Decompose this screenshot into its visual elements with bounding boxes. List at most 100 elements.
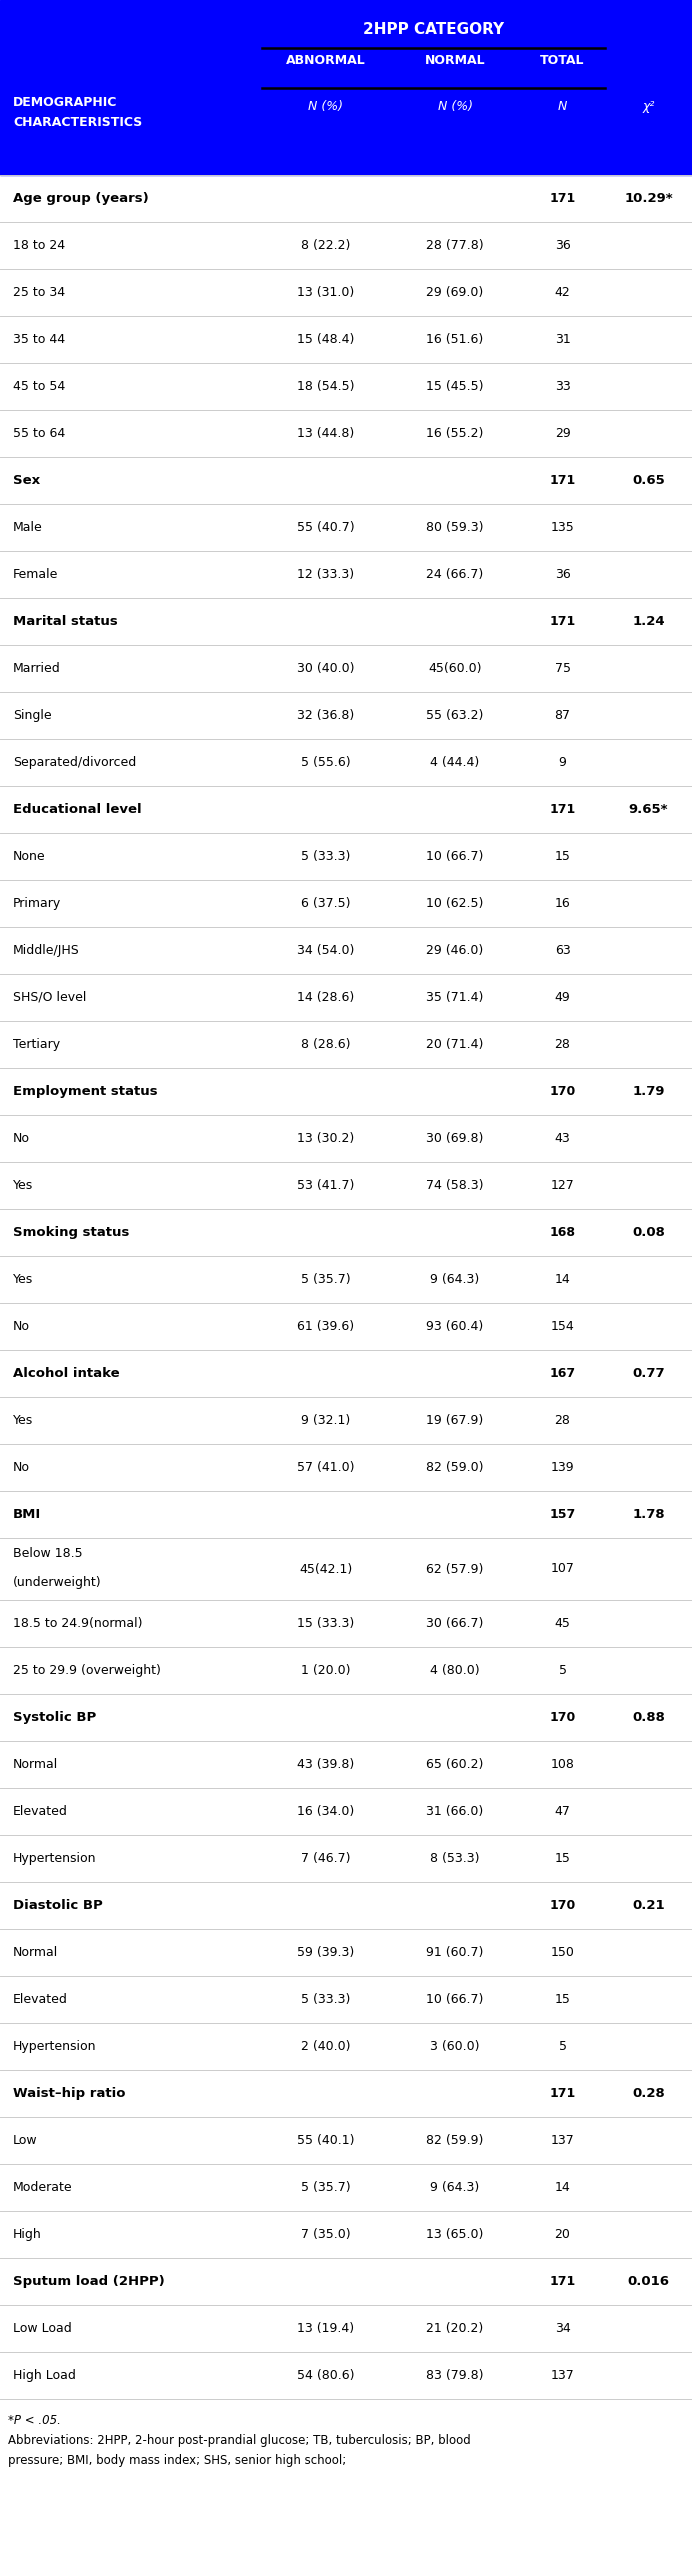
Bar [0, 268, 692, 316]
Text: Educational level: Educational level [13, 803, 142, 816]
Text: 157: 157 [549, 1507, 576, 1520]
Text: 13 (31.0): 13 (31.0) [298, 286, 354, 298]
Text: 18.5 to 24.9(normal): 18.5 to 24.9(normal) [13, 1617, 143, 1629]
Bar [0, 1303, 692, 1349]
Text: High: High [13, 2229, 42, 2241]
Text: 62 (57.9): 62 (57.9) [426, 1563, 484, 1576]
Text: 12 (33.3): 12 (33.3) [298, 569, 354, 581]
Text: 16: 16 [554, 898, 570, 910]
Text: 14: 14 [554, 1272, 570, 1285]
Bar [0, 456, 692, 505]
Text: DEMOGRAPHIC: DEMOGRAPHIC [13, 97, 118, 110]
Text: BMI: BMI [13, 1507, 42, 1520]
Text: 3 (60.0): 3 (60.0) [430, 2040, 480, 2053]
Text: 15: 15 [554, 1851, 570, 1864]
Bar [0, 1928, 692, 1976]
Text: 107: 107 [551, 1563, 574, 1576]
Text: 9 (64.3): 9 (64.3) [430, 2180, 480, 2193]
Bar [0, 2116, 692, 2165]
Text: 5 (33.3): 5 (33.3) [301, 1994, 351, 2007]
Text: CHARACTERISTICS: CHARACTERISTICS [13, 115, 143, 130]
Text: 34 (54.0): 34 (54.0) [298, 944, 355, 956]
Text: ABNORMAL: ABNORMAL [286, 54, 366, 66]
Text: 15 (48.4): 15 (48.4) [298, 334, 355, 347]
Text: *P < .05.: *P < .05. [8, 2415, 61, 2428]
Bar [0, 1114, 692, 1163]
Bar [0, 1742, 692, 1788]
Text: 0.08: 0.08 [632, 1227, 665, 1239]
Bar [0, 599, 692, 645]
Text: 0.88: 0.88 [632, 1711, 665, 1724]
Text: 57 (41.0): 57 (41.0) [298, 1461, 355, 1474]
Text: 43: 43 [554, 1132, 570, 1145]
Bar [0, 2022, 692, 2071]
Text: 82 (59.0): 82 (59.0) [426, 1461, 484, 1474]
Text: 4 (80.0): 4 (80.0) [430, 1665, 480, 1678]
Text: 91 (60.7): 91 (60.7) [426, 1946, 484, 1958]
Text: Moderate: Moderate [13, 2180, 73, 2193]
Bar [0, 1882, 692, 1928]
Bar [0, 928, 692, 974]
Bar [0, 1163, 692, 1209]
Text: 167: 167 [549, 1367, 576, 1380]
Text: 1.24: 1.24 [632, 615, 665, 627]
Text: 24 (66.7): 24 (66.7) [426, 569, 484, 581]
Text: 28: 28 [554, 1038, 570, 1051]
Text: 28: 28 [554, 1415, 570, 1428]
Text: 168: 168 [549, 1227, 576, 1239]
Bar [0, 1349, 692, 1397]
Text: 20 (71.4): 20 (71.4) [426, 1038, 484, 1051]
Text: 150: 150 [551, 1946, 574, 1958]
Bar [0, 1443, 692, 1492]
Text: Employment status: Employment status [13, 1084, 158, 1099]
Text: 29: 29 [554, 426, 570, 441]
Text: 108: 108 [551, 1757, 574, 1772]
Bar [0, 551, 692, 599]
Text: 1 (20.0): 1 (20.0) [301, 1665, 351, 1678]
Bar [0, 1492, 692, 1538]
Text: Tertiary: Tertiary [13, 1038, 60, 1051]
Text: None: None [13, 849, 46, 862]
Text: Middle/JHS: Middle/JHS [13, 944, 80, 956]
Text: Abbreviations: 2HPP, 2-hour post-prandial glucose; TB, tuberculosis; BP, blood: Abbreviations: 2HPP, 2-hour post-prandia… [8, 2435, 471, 2448]
Text: 35 to 44: 35 to 44 [13, 334, 65, 347]
Text: 2HPP CATEGORY: 2HPP CATEGORY [363, 23, 504, 38]
Text: 5 (33.3): 5 (33.3) [301, 849, 351, 862]
Text: 30 (40.0): 30 (40.0) [298, 663, 355, 676]
Bar [0, 2305, 692, 2351]
Text: 29 (46.0): 29 (46.0) [426, 944, 484, 956]
Text: No: No [13, 1321, 30, 1334]
Text: Female: Female [13, 569, 58, 581]
Text: Elevated: Elevated [13, 1994, 68, 2007]
Text: 171: 171 [549, 615, 576, 627]
Text: 28 (77.8): 28 (77.8) [426, 240, 484, 252]
Text: 8 (22.2): 8 (22.2) [301, 240, 351, 252]
Bar [0, 2257, 692, 2305]
Text: 83 (79.8): 83 (79.8) [426, 2369, 484, 2382]
Text: 53 (41.7): 53 (41.7) [298, 1178, 355, 1191]
Bar [0, 2071, 692, 2116]
Text: 9 (32.1): 9 (32.1) [302, 1415, 351, 1428]
Text: 5: 5 [558, 2040, 567, 2053]
Text: 80 (59.3): 80 (59.3) [426, 520, 484, 533]
Bar [0, 1020, 692, 1068]
Text: 15 (45.5): 15 (45.5) [426, 380, 484, 393]
Text: 18 (54.5): 18 (54.5) [298, 380, 355, 393]
Text: Low Load: Low Load [13, 2323, 72, 2336]
Text: Primary: Primary [13, 898, 62, 910]
Text: High Load: High Load [13, 2369, 76, 2382]
Bar [0, 1599, 692, 1647]
Text: Age group (years): Age group (years) [13, 191, 149, 204]
Text: 0.21: 0.21 [632, 1900, 665, 1912]
Text: No: No [13, 1461, 30, 1474]
Text: N: N [558, 99, 567, 112]
Text: 0.28: 0.28 [632, 2086, 665, 2101]
Text: 16 (34.0): 16 (34.0) [298, 1805, 354, 1818]
Text: 93 (60.4): 93 (60.4) [426, 1321, 484, 1334]
Text: 15 (33.3): 15 (33.3) [298, 1617, 354, 1629]
Text: 154: 154 [551, 1321, 574, 1334]
Text: 16 (51.6): 16 (51.6) [426, 334, 484, 347]
Text: 6 (37.5): 6 (37.5) [301, 898, 351, 910]
Text: 171: 171 [549, 474, 576, 487]
Bar [0, 645, 692, 691]
